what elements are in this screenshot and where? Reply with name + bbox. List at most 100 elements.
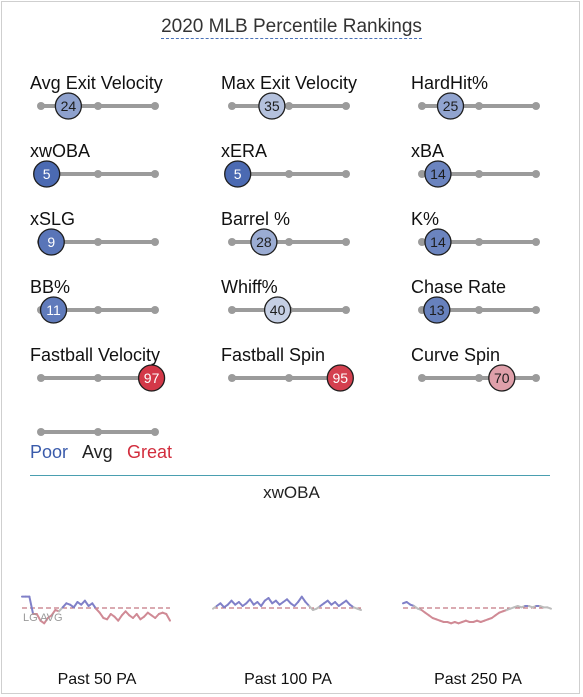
metric-9: 11 BB% [30, 277, 180, 337]
slider-tick-dot [532, 170, 540, 178]
slider-tick-dot [94, 374, 102, 382]
lg-avg-label: LG AVG [23, 612, 63, 624]
percentile-bubble [33, 160, 61, 188]
percentile-bubble [37, 228, 65, 256]
trend-segment [98, 611, 105, 619]
metric-slider: 13 [418, 296, 540, 324]
trend-panel-0: LG AVG [21, 595, 171, 625]
percentile-value: 14 [430, 234, 446, 250]
trend-segment [117, 614, 123, 622]
metric-14: 70 Curve Spin [411, 345, 561, 405]
trend-segment [300, 595, 307, 603]
metric-slider: 24 [37, 92, 159, 120]
percentile-bubble [436, 92, 465, 120]
trend-segment [83, 599, 90, 607]
slider-tick-dot [342, 238, 350, 246]
trend-segment [43, 617, 49, 625]
trend-segment [546, 606, 552, 610]
percentile-bubble [224, 160, 252, 188]
percentile-value: 40 [270, 302, 286, 318]
slider-tick-dot [151, 306, 159, 314]
metric-12: 97 Fastball Velocity [30, 345, 180, 405]
metric-label: Fastball Velocity [30, 345, 161, 365]
metric-label: Whiff% [221, 277, 278, 297]
legend-tick-dot [94, 428, 102, 436]
percentile-bubble [263, 296, 292, 324]
trend-segment [28, 595, 35, 615]
metric-label: xERA [221, 141, 268, 161]
percentile-bubble [488, 364, 516, 392]
trend-segment [297, 595, 303, 603]
trend-panel-2 [402, 601, 552, 625]
metric-2: 25 HardHit% [411, 73, 561, 133]
trend-panel-label: Past 250 PA [434, 671, 522, 688]
legend-tick-dot [37, 428, 45, 436]
percentile-value: 70 [494, 370, 510, 386]
metric-0: 24 Avg Exit Velocity [30, 73, 180, 133]
slider-tick-dot [151, 170, 159, 178]
trend-segment [260, 599, 266, 607]
trend-panel-label: Past 100 PA [244, 671, 332, 688]
trend-segment [91, 602, 97, 610]
percentile-bubble [137, 364, 166, 392]
metric-10: 40 Whiff% [221, 277, 371, 337]
slider-tick-dot [418, 170, 426, 178]
metric-label: Curve Spin [411, 345, 501, 365]
slider-tick-dot [94, 102, 102, 110]
percentile-value: 5 [234, 166, 242, 182]
metric-slider: 5 [224, 160, 350, 188]
slider-tick-dot [475, 306, 483, 314]
slider-tick-dot [94, 170, 102, 178]
percentile-value: 35 [264, 98, 280, 114]
slider-tick-dot [532, 102, 540, 110]
xwoba-section-title: xwOBA [263, 483, 320, 502]
percentile-value: 25 [443, 98, 459, 114]
metric-1: 35 Max Exit Velocity [221, 73, 371, 133]
slider-tick-dot [285, 374, 293, 382]
trend-segment [50, 609, 57, 617]
trend-segment [106, 613, 112, 621]
percentile-value: 5 [43, 166, 51, 182]
percentile-value: 28 [256, 234, 272, 250]
slider-tick-dot [532, 238, 540, 246]
metric-label: xwOBA [30, 141, 91, 161]
legend-avg: Avg [82, 442, 113, 462]
metric-label: K% [411, 209, 440, 229]
metric-slider: 14 [418, 160, 540, 188]
slider-tick-dot [475, 170, 483, 178]
slider-tick-dot [418, 102, 426, 110]
trend-segment [72, 601, 79, 609]
metric-13: 95 Fastball Spin [221, 345, 371, 405]
trend-segment [165, 613, 171, 622]
title-text: 2020 MLB Percentile Rankings [161, 16, 422, 39]
percentile-bubble [424, 160, 452, 188]
metric-4: 5 xERA [221, 141, 371, 201]
trend-panel-1 [212, 595, 362, 611]
metric-3: 5 xwOBA [30, 141, 180, 201]
percentile-bubble [39, 296, 68, 324]
trend-segment [249, 598, 255, 606]
slider-tick-dot [94, 238, 102, 246]
trend-segment [267, 597, 274, 605]
slider-tick-dot [475, 374, 483, 382]
metric-label: xBA [411, 141, 445, 161]
metric-label: BB% [30, 277, 71, 297]
percentile-value: 24 [61, 98, 77, 114]
metric-slider: 28 [228, 228, 350, 256]
metric-slider: 11 [37, 296, 159, 324]
legend-tick-dot [151, 428, 159, 436]
slider-tick-dot [151, 102, 159, 110]
percentile-bubble [424, 228, 452, 256]
slider-tick-dot [475, 238, 483, 246]
metric-slider: 9 [37, 228, 159, 256]
legend-scale [37, 428, 159, 436]
metric-label: Max Exit Velocity [221, 73, 358, 93]
percentile-bubble [250, 228, 278, 256]
metric-slider: 35 [228, 92, 350, 120]
trend-segment [35, 613, 42, 622]
slider-tick-dot [342, 170, 350, 178]
slider-tick-dot [342, 102, 350, 110]
percentile-bubble [258, 92, 286, 120]
metric-slider: 14 [418, 228, 540, 256]
